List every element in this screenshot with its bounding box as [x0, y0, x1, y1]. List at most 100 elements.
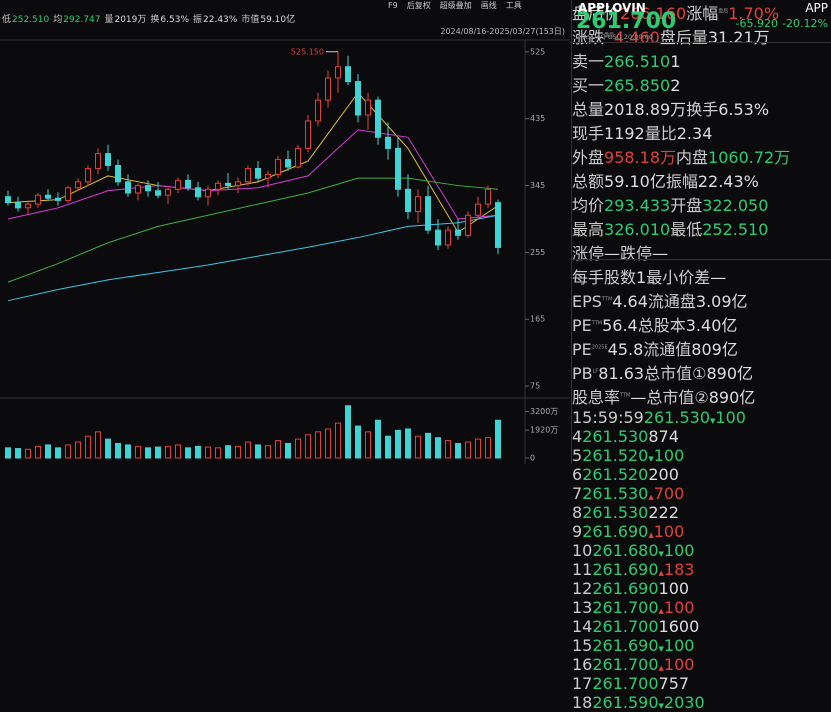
stat-value: 1192: [604, 124, 645, 143]
stat-value: 1: [670, 52, 681, 71]
stat-value: 22.43%: [203, 15, 238, 25]
candle-body: [335, 66, 341, 79]
volume-bar: [65, 444, 71, 459]
stat-label: 振: [193, 15, 203, 25]
stat-value: 4.64: [612, 292, 648, 311]
market-info: NASDAQ USD 20:00:00: [578, 33, 653, 41]
stat-label: 现手: [572, 124, 604, 143]
stat-label-text: 跌停: [620, 244, 653, 263]
stat-label: 流通值: [643, 340, 691, 359]
stat-value: 22.43%: [697, 172, 759, 191]
stat-value: 2018.89万: [604, 100, 687, 119]
price-change-pct: -20.12%: [782, 17, 828, 30]
stat-row: 股息率TTM—总市值②890亿: [572, 384, 831, 408]
tool-button[interactable]: 画线: [480, 1, 497, 10]
candle-body: [235, 181, 241, 187]
candle-body: [175, 179, 181, 190]
candle-body: [265, 173, 271, 179]
stat-label-sup: 2025E: [591, 344, 608, 351]
trade-row: 18261.590▼2030: [572, 693, 831, 712]
stat-value: 266.160: [620, 4, 687, 23]
stat-label: 总量: [572, 100, 604, 119]
stat-value: 890亿: [708, 388, 756, 407]
stock-code: APP: [805, 1, 828, 15]
stat-label: 内盘: [676, 148, 708, 167]
stat-label-sup: 盘后: [718, 8, 729, 15]
trade-time: 4: [572, 427, 583, 446]
stat-value: 59.10亿: [604, 172, 666, 191]
stat-row: 盘后价266.160涨幅盘后1.70%: [572, 0, 831, 24]
volume-bar: [335, 422, 341, 459]
volume-bar: [165, 445, 171, 459]
volume-bar: [295, 438, 301, 459]
stat-label: 开盘: [670, 196, 702, 215]
divider: [572, 42, 831, 43]
candle-body: [425, 196, 431, 231]
candle-body: [155, 190, 161, 196]
header-stats: 低252.510 均292.747 量2019万 换6.53% 振22.43% 市值59.…: [2, 12, 299, 25]
y-tick-label: 345: [530, 181, 545, 190]
trade-row: 11261.690▲183: [572, 560, 831, 579]
tool-button[interactable]: 工具: [505, 1, 522, 10]
stat-value: 6.53%: [160, 15, 189, 25]
tool-button[interactable]: 超级叠加: [439, 1, 472, 10]
stat-label-text: 总市值②: [646, 388, 709, 407]
trade-price: 261.520: [582, 465, 649, 484]
trade-volume: 200: [648, 465, 679, 484]
stat-label: 涨幅盘后: [686, 4, 728, 23]
stat-value: 3.09亿: [695, 292, 748, 311]
trade-price: 261.520: [582, 446, 649, 465]
tool-button[interactable]: F9: [388, 1, 398, 10]
stat-label: 总额: [572, 172, 604, 191]
stat-label-sup: 盘后: [604, 32, 615, 39]
trade-time: 14: [572, 617, 593, 636]
stat-value: 59.10亿: [260, 15, 296, 25]
volume-bar: [5, 447, 11, 459]
stat-value: 2: [670, 76, 681, 95]
stat-value: —: [652, 244, 669, 263]
stat-row: PBLF81.63总市值①890亿: [572, 360, 831, 384]
stat-value: 292.747: [63, 15, 101, 25]
trade-time: 8: [572, 503, 583, 522]
trade-volume: 2030: [663, 693, 705, 712]
volume-bar: [395, 429, 401, 459]
stat-label-text: 均价: [572, 196, 605, 215]
volume-bar: [405, 428, 411, 459]
stat-value: 326.010: [604, 220, 671, 239]
trade-time: 16: [572, 655, 593, 674]
candle-body: [345, 66, 351, 83]
stat-label: EPSTTM: [572, 292, 612, 311]
trade-time: 10: [572, 541, 593, 560]
volume-bar: [15, 448, 21, 459]
volume-bar: [435, 437, 441, 459]
stat-value: 31.21万: [707, 28, 770, 47]
trade-volume: 100: [663, 598, 695, 617]
peak-label: 525.150: [291, 47, 324, 56]
volume-bar: [495, 419, 501, 459]
trade-row: 15261.690▼100: [572, 636, 831, 655]
volume-bar: [105, 438, 111, 459]
trade-row: 6261.520200: [572, 465, 831, 484]
trade-time: 15:59:59: [572, 408, 644, 427]
volume-bar: [225, 445, 231, 459]
stat-value: 252.510: [702, 220, 769, 239]
trade-row: 5261.520▼100: [572, 446, 831, 465]
stat-label: PBLF: [572, 364, 598, 383]
volume-bar: [45, 444, 51, 459]
volume-bar: [475, 438, 481, 459]
stat-label-sup: TTM: [620, 392, 631, 399]
candle-body: [395, 147, 401, 190]
candle-body: [285, 159, 291, 168]
volume-bar: [445, 440, 451, 459]
moving-average: [7, 91, 499, 234]
trade-volume: 100: [653, 522, 685, 541]
candle-body: [385, 136, 391, 149]
stat-label: 流通盘: [648, 292, 696, 311]
stat-label: 每手股数: [572, 268, 636, 287]
stat-value: 265.850: [604, 76, 671, 95]
stat-label: 量: [104, 15, 114, 25]
volume-bar: [215, 447, 221, 459]
stat-label: 跌停: [620, 244, 652, 263]
tool-button[interactable]: 后复权: [406, 1, 431, 10]
